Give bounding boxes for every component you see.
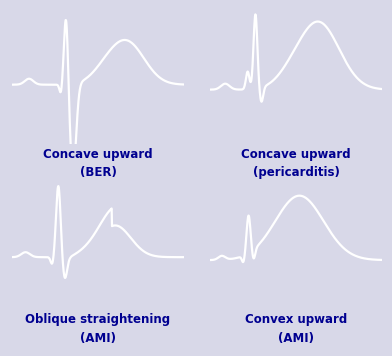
Text: (AMI): (AMI) [278,332,314,345]
Text: Concave upward: Concave upward [43,148,153,161]
Text: Convex upward: Convex upward [245,313,347,326]
Text: (AMI): (AMI) [80,332,116,345]
Text: Concave upward: Concave upward [241,148,351,161]
Text: (pericarditis): (pericarditis) [252,166,339,179]
Text: (BER): (BER) [80,166,116,179]
Text: Oblique straightening: Oblique straightening [25,313,171,326]
